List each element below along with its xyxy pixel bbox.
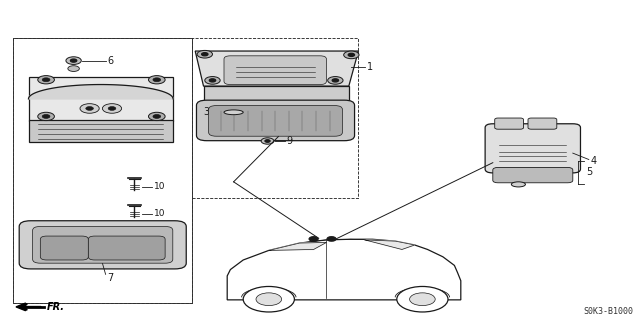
Circle shape <box>148 76 165 84</box>
Circle shape <box>344 51 359 59</box>
Text: 7: 7 <box>108 272 114 283</box>
Circle shape <box>42 78 50 82</box>
Circle shape <box>38 112 54 121</box>
Text: 10: 10 <box>154 209 166 218</box>
Circle shape <box>243 286 294 312</box>
Circle shape <box>205 77 220 84</box>
FancyBboxPatch shape <box>33 226 173 263</box>
Ellipse shape <box>511 182 525 187</box>
FancyBboxPatch shape <box>224 56 326 85</box>
Circle shape <box>256 293 282 306</box>
Circle shape <box>153 115 161 118</box>
Circle shape <box>327 237 336 241</box>
Polygon shape <box>195 51 358 86</box>
Circle shape <box>86 107 93 110</box>
Text: FR.: FR. <box>47 302 65 312</box>
Circle shape <box>153 78 161 82</box>
Text: 8: 8 <box>133 241 140 251</box>
FancyBboxPatch shape <box>528 118 557 129</box>
Circle shape <box>348 53 355 56</box>
FancyBboxPatch shape <box>209 106 342 136</box>
FancyBboxPatch shape <box>19 221 186 269</box>
Circle shape <box>148 112 165 121</box>
FancyBboxPatch shape <box>485 124 580 173</box>
Circle shape <box>66 57 81 64</box>
Polygon shape <box>227 239 461 300</box>
Bar <box>192 38 358 198</box>
Circle shape <box>332 79 339 82</box>
Text: 1: 1 <box>367 62 373 72</box>
Polygon shape <box>204 86 349 107</box>
Text: S0K3-B1000: S0K3-B1000 <box>584 307 634 315</box>
Circle shape <box>68 66 79 71</box>
Bar <box>13 38 192 303</box>
Polygon shape <box>269 242 326 250</box>
Circle shape <box>309 237 318 241</box>
Circle shape <box>102 104 122 113</box>
Text: 9: 9 <box>287 136 293 146</box>
FancyBboxPatch shape <box>493 167 573 183</box>
Circle shape <box>108 107 116 110</box>
Circle shape <box>197 50 212 58</box>
Circle shape <box>410 293 435 306</box>
Circle shape <box>328 77 343 84</box>
Circle shape <box>209 79 216 82</box>
FancyBboxPatch shape <box>40 236 88 260</box>
Circle shape <box>42 115 50 118</box>
Polygon shape <box>16 303 26 311</box>
Polygon shape <box>29 120 173 142</box>
Ellipse shape <box>224 110 243 115</box>
FancyBboxPatch shape <box>495 118 524 129</box>
Circle shape <box>70 59 77 62</box>
Text: 2: 2 <box>334 112 340 122</box>
Circle shape <box>265 140 270 142</box>
Circle shape <box>38 76 54 84</box>
Text: 10: 10 <box>154 182 166 191</box>
Circle shape <box>261 138 274 144</box>
Text: 6: 6 <box>108 56 114 66</box>
Circle shape <box>202 53 208 56</box>
Circle shape <box>397 286 448 312</box>
Text: 3: 3 <box>203 107 209 117</box>
Polygon shape <box>28 85 173 99</box>
FancyBboxPatch shape <box>196 100 355 141</box>
Bar <box>13 38 192 303</box>
Polygon shape <box>365 240 415 249</box>
Circle shape <box>80 104 99 113</box>
FancyBboxPatch shape <box>88 236 165 260</box>
Text: 4: 4 <box>591 156 597 166</box>
Text: 5: 5 <box>586 167 593 177</box>
Polygon shape <box>29 77 173 121</box>
